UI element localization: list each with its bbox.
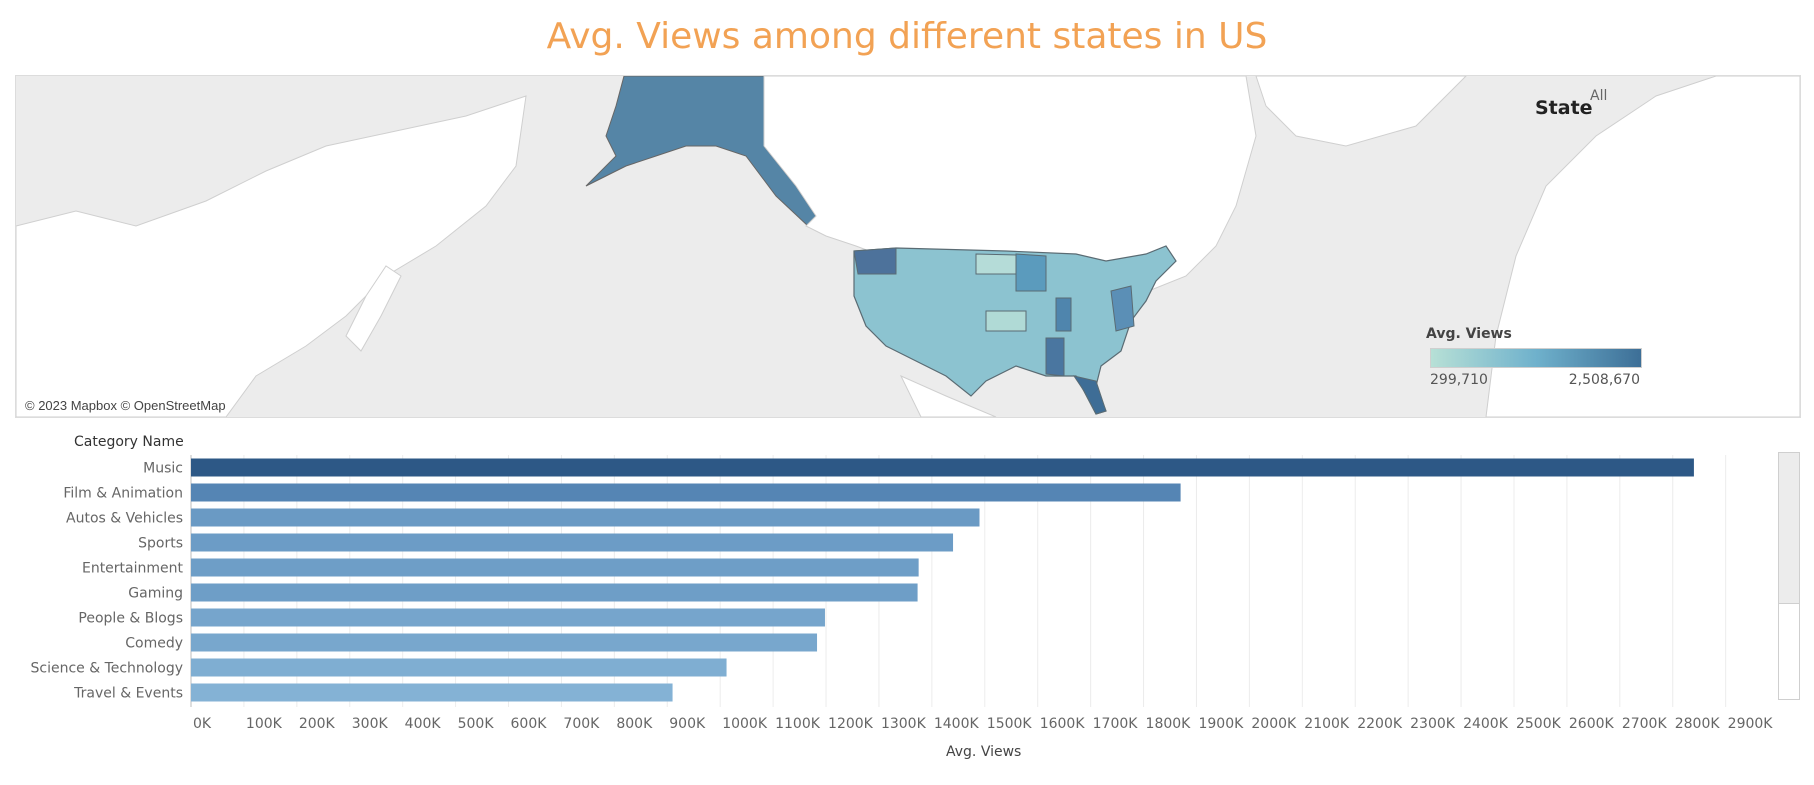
- x-tick-label: 2800K: [1675, 716, 1721, 732]
- x-tick-label: 900K: [669, 716, 706, 732]
- bar: [191, 658, 727, 677]
- north-dakota-state[interactable]: [975, 253, 1017, 275]
- bar: [191, 458, 1694, 477]
- x-tick-label: 2700K: [1622, 716, 1668, 732]
- bar-chart-svg: 0K 100K 200K 300K 400K 500K 600K 700K 800K 900K 10…: [30, 455, 1774, 732]
- category-label: Sports: [138, 536, 183, 552]
- bar: [191, 483, 1181, 502]
- x-tick-label: 1700K: [1093, 716, 1139, 732]
- map-canvas: [16, 76, 1800, 417]
- category-label: Comedy: [125, 636, 183, 652]
- x-tick-label: 2100K: [1304, 716, 1350, 732]
- state-filter-value[interactable]: All: [1590, 88, 1608, 104]
- x-tick-label: 2200K: [1357, 716, 1403, 732]
- greenland-landmass: [1255, 76, 1467, 147]
- x-tick-label: 1600K: [1040, 716, 1086, 732]
- minnesota-state[interactable]: [1015, 253, 1047, 292]
- x-tick-label: 1500K: [987, 716, 1033, 732]
- legend-color-ramp: [1430, 348, 1642, 368]
- legend-max-value: 2,508,670: [1568, 372, 1640, 388]
- kansas-state[interactable]: [985, 310, 1027, 332]
- x-tick-label: 700K: [563, 716, 600, 732]
- us-states-map[interactable]: © 2023 Mapbox © OpenStreetMap State All …: [15, 75, 1801, 418]
- category-label: Gaming: [128, 586, 183, 602]
- japan-landmass: [345, 265, 402, 352]
- category-label: Music: [143, 461, 183, 477]
- legend-title: Avg. Views: [1426, 326, 1512, 342]
- chart-scrollbar[interactable]: [1778, 452, 1800, 700]
- x-tick-label: 1800K: [1146, 716, 1192, 732]
- x-tick-label: 2300K: [1410, 716, 1456, 732]
- category-label: Travel & Events: [73, 686, 183, 702]
- x-tick-label: 100K: [246, 716, 283, 732]
- x-tick-label: 1200K: [828, 716, 874, 732]
- x-tick-label: 1300K: [881, 716, 927, 732]
- x-tick-label: 1000K: [722, 716, 768, 732]
- x-tick-label: 2600K: [1569, 716, 1615, 732]
- x-tick-label: 400K: [405, 716, 442, 732]
- category-label: Film & Animation: [63, 486, 183, 502]
- bar: [191, 558, 919, 577]
- x-tick-label: 1400K: [934, 716, 980, 732]
- x-axis-title: Avg. Views: [946, 744, 1022, 760]
- category-header: Category Name: [74, 434, 184, 450]
- x-tick-label: 1100K: [775, 716, 821, 732]
- bar: [191, 633, 818, 652]
- bar: [191, 608, 825, 627]
- x-tick-label: 1900K: [1198, 716, 1244, 732]
- category-label: Autos & Vehicles: [66, 511, 183, 527]
- bar: [191, 533, 954, 552]
- europe-landmass: [1485, 76, 1800, 417]
- bar: [191, 683, 673, 702]
- alabama-state[interactable]: [1045, 337, 1065, 377]
- x-tick-label: 800K: [616, 716, 653, 732]
- category-label: Science & Technology: [30, 661, 183, 677]
- x-tick-label: 0K: [193, 716, 212, 732]
- x-tick-label: 2400K: [1463, 716, 1509, 732]
- dashboard-title: Avg. Views among different states in US: [546, 16, 1268, 57]
- x-tick-label: 2900K: [1728, 716, 1774, 732]
- mexico-landmass: [899, 374, 997, 417]
- x-tick-label: 2000K: [1251, 716, 1297, 732]
- east-coast-states[interactable]: [1110, 285, 1135, 332]
- category-label: Entertainment: [82, 561, 184, 577]
- legend-min-value: 299,710: [1430, 372, 1488, 388]
- x-tick-label: 600K: [511, 716, 548, 732]
- category-label: People & Blogs: [78, 611, 183, 627]
- x-tick-label: 200K: [299, 716, 336, 732]
- bar: [191, 508, 980, 527]
- map-attribution: © 2023 Mapbox © OpenStreetMap: [25, 398, 226, 413]
- x-tick-label: 300K: [352, 716, 389, 732]
- florida-state[interactable]: [1072, 375, 1107, 415]
- state-filter-label: State: [1535, 97, 1593, 119]
- x-tick-label: 500K: [458, 716, 495, 732]
- category-bar-chart: Category Name 0K 100K 200K 300K 400K 500K 600K…: [0, 430, 1814, 780]
- illinois-state[interactable]: [1055, 297, 1072, 332]
- asia-landmass: [16, 95, 527, 417]
- scrollbar-thumb[interactable]: [1779, 453, 1799, 604]
- bar: [191, 583, 918, 602]
- x-tick-label: 2500K: [1516, 716, 1562, 732]
- washington-state[interactable]: [853, 247, 897, 275]
